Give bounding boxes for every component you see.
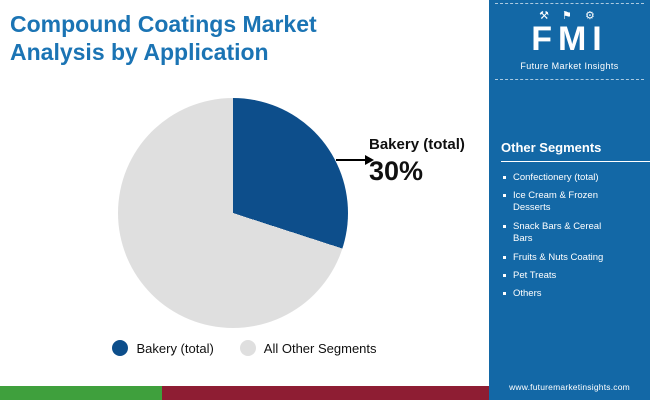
website-url: www.futuremarketinsights.com <box>509 382 630 392</box>
legend: Bakery (total) All Other Segments <box>0 340 489 356</box>
legend-label-other: All Other Segments <box>263 340 377 356</box>
segments-list: Confectionery (total) Ice Cream & Frozen… <box>501 172 650 301</box>
other-segments-heading: Other Segments <box>501 140 650 162</box>
page-title: Compound Coatings Market Analysis by App… <box>10 11 317 66</box>
segment-item: Pet Treats <box>501 270 613 282</box>
legend-item: Bakery (total) <box>112 340 214 356</box>
callout-label: Bakery (total) <box>369 136 465 153</box>
segment-item: Confectionery (total) <box>501 172 613 184</box>
pie-chart <box>118 98 348 328</box>
slice-callout: Bakery (total) 30% <box>369 136 465 187</box>
legend-item: All Other Segments <box>239 340 377 356</box>
other-segments-section: Other Segments Confectionery (total) Ice… <box>489 140 650 307</box>
brand-tagline: Future Market Insights <box>520 60 619 71</box>
callout-value: 30% <box>369 156 424 186</box>
callout-arrow-icon <box>336 155 374 165</box>
footer-strip-maroon <box>162 386 489 400</box>
legend-label-bakery: Bakery (total) <box>136 340 214 356</box>
segment-item: Snack Bars & Cereal Bars <box>501 221 613 246</box>
segment-item: Ice Cream & Frozen Desserts <box>501 190 613 215</box>
legend-swatch-bakery <box>112 340 129 356</box>
sidebar: ⚒ ⚑ ⚙ FMI Future Market Insights Other S… <box>489 0 650 400</box>
segment-item: Others <box>501 288 613 300</box>
brand-logo: ⚒ ⚑ ⚙ FMI Future Market Insights <box>495 3 644 80</box>
brand-name: FMI <box>531 20 608 59</box>
legend-swatch-other <box>239 340 256 356</box>
footer-strip-green <box>0 386 162 400</box>
segment-item: Fruits & Nuts Coating <box>501 252 613 264</box>
footer-strip <box>0 386 489 400</box>
logo-figures-icon: ⚒ ⚑ ⚙ <box>539 10 600 22</box>
chart-panel: Compound Coatings Market Analysis by App… <box>0 11 489 400</box>
